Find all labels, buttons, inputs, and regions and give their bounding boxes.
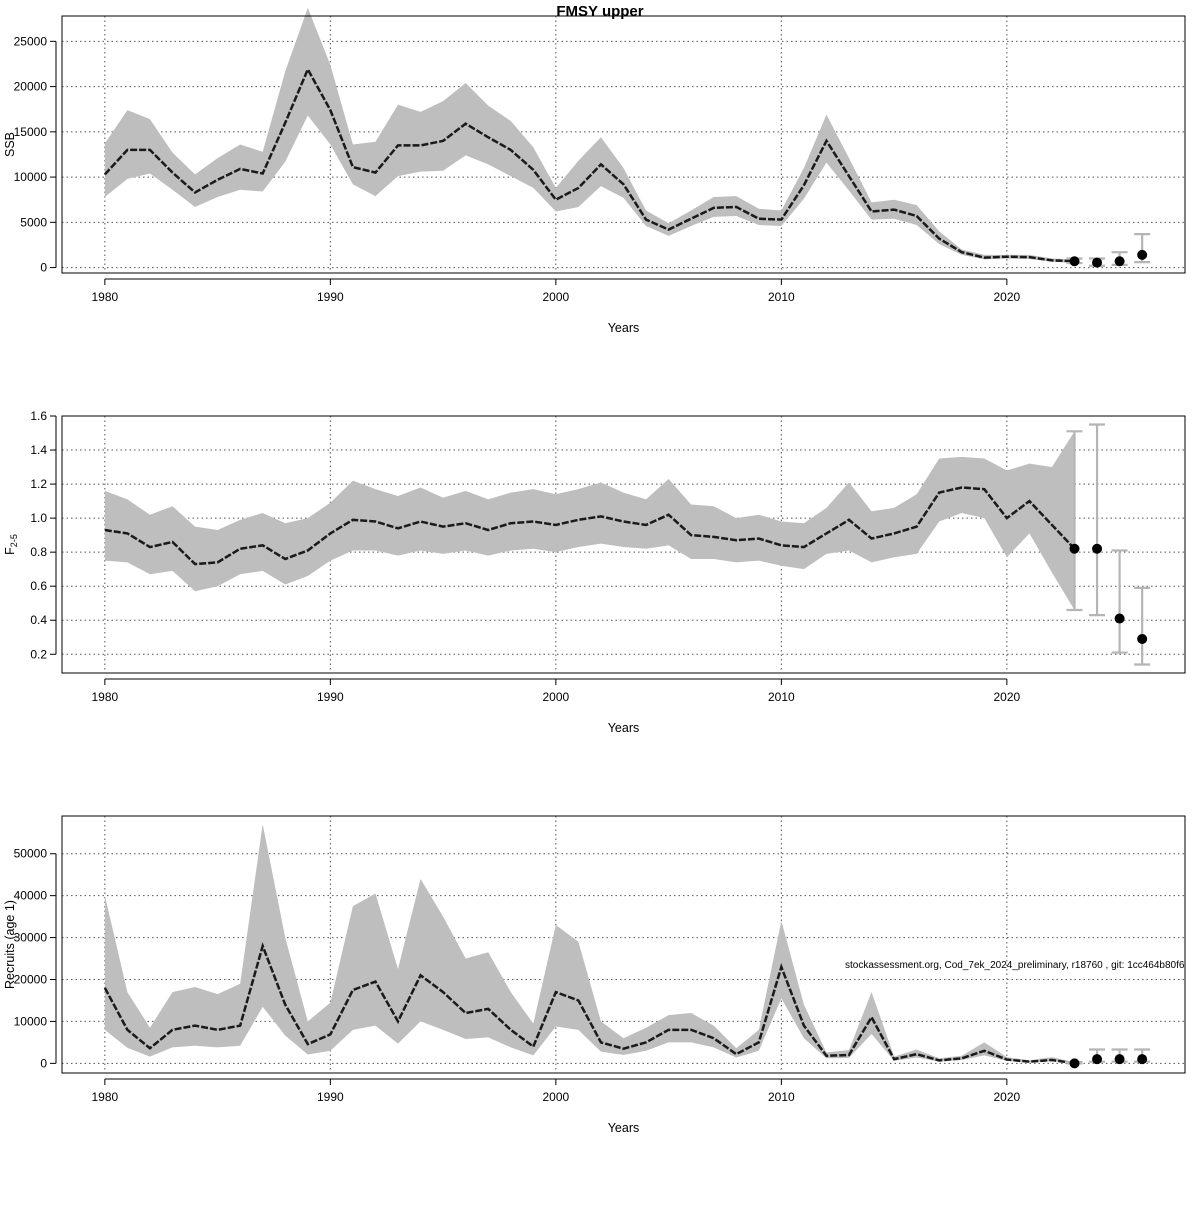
x-tick-label: 2020 bbox=[994, 690, 1021, 704]
x-tick-label: 2010 bbox=[768, 1090, 795, 1104]
x-axis-label: Years bbox=[608, 1121, 640, 1135]
y-tick-label: 40000 bbox=[14, 889, 48, 903]
y-tick-label: 1.4 bbox=[30, 443, 47, 457]
estimate-line bbox=[103, 942, 1075, 1065]
x-tick-label: 2000 bbox=[542, 690, 569, 704]
forecast-point bbox=[1069, 1058, 1080, 1069]
plot-frame bbox=[61, 815, 1186, 1074]
y-tick-label: 5000 bbox=[20, 215, 47, 229]
forecast-point bbox=[1069, 256, 1080, 267]
x-tick-label: 2010 bbox=[768, 690, 795, 704]
x-tick-label: 1990 bbox=[317, 690, 344, 704]
y-tick-label: 10000 bbox=[14, 170, 48, 184]
x-tick-label: 1980 bbox=[91, 1090, 118, 1104]
x-tick-label: 1990 bbox=[317, 290, 344, 304]
y-tick-label: 1.6 bbox=[30, 409, 47, 423]
x-tick-label: 2000 bbox=[542, 1090, 569, 1104]
y-tick-label: 50000 bbox=[14, 847, 48, 861]
confidence-band bbox=[104, 431, 1075, 611]
y-tick-label: 20000 bbox=[14, 973, 48, 987]
panel-2: 1980 1990 2000 2010 2020 Years 0.2 0.4 0.6 0.8 1.0… bbox=[3, 409, 1186, 735]
forecast-point bbox=[1092, 543, 1103, 554]
credit-text: stockassessment.org, Cod_7ek_2024_prelim… bbox=[845, 960, 1185, 971]
panel-1: 1980 1990 2000 2010 2020 Years 0 5000 10000 15000… bbox=[3, 7, 1186, 335]
y-tick-label: 1.2 bbox=[30, 477, 47, 491]
y-tick-label: 0 bbox=[40, 261, 47, 275]
y-tick-label: 25000 bbox=[14, 34, 48, 48]
y-axis-label: SSB bbox=[3, 132, 17, 157]
x-tick-label: 1990 bbox=[317, 1090, 344, 1104]
y-tick-label: 20000 bbox=[14, 80, 48, 94]
x-tick-label: 1980 bbox=[91, 290, 118, 304]
panel-3: 1980 1990 2000 2010 2020 Years 0 10000 20000 3000… bbox=[3, 815, 1186, 1135]
forecast-point bbox=[1092, 1054, 1103, 1065]
y-tick-label: 0 bbox=[40, 1056, 47, 1070]
x-axis-label: Years bbox=[608, 321, 640, 335]
y-axis-label: Recruits (age 1) bbox=[3, 900, 17, 989]
y-axis-label-subscript: 2-5 bbox=[9, 534, 19, 547]
x-tick-label: 1980 bbox=[91, 690, 118, 704]
y-axis-label: F2-5 bbox=[3, 534, 19, 555]
y-tick-label: 0.8 bbox=[30, 545, 47, 559]
plot-frame bbox=[61, 15, 1186, 274]
x-tick-label: 2000 bbox=[542, 290, 569, 304]
x-tick-label: 2010 bbox=[768, 290, 795, 304]
forecast-point bbox=[1137, 249, 1148, 260]
forecast-point bbox=[1114, 256, 1125, 267]
y-tick-label: 15000 bbox=[14, 125, 48, 139]
chart-title: FMSY upper bbox=[556, 3, 643, 20]
forecast-point bbox=[1137, 1054, 1148, 1065]
x-tick-label: 2020 bbox=[994, 1090, 1021, 1104]
y-tick-label: 0.4 bbox=[30, 613, 47, 627]
estimate-line bbox=[103, 66, 1075, 263]
confidence-band bbox=[104, 7, 1075, 264]
confidence-band bbox=[104, 824, 1075, 1064]
y-tick-label: 0.2 bbox=[30, 647, 47, 661]
estimate-line bbox=[104, 486, 1076, 566]
forecast-point bbox=[1092, 257, 1103, 268]
y-tick-label: 10000 bbox=[14, 1014, 48, 1028]
forecast-point bbox=[1069, 543, 1080, 554]
forecast-point bbox=[1137, 633, 1148, 644]
x-axis-label: Years bbox=[608, 721, 640, 735]
y-tick-label: 0.6 bbox=[30, 579, 47, 593]
plot-frame bbox=[61, 415, 1186, 674]
forecast-point bbox=[1114, 1054, 1125, 1065]
y-tick-label: 1.0 bbox=[30, 511, 47, 525]
forecast-point bbox=[1114, 613, 1125, 624]
x-tick-label: 2020 bbox=[994, 290, 1021, 304]
y-tick-label: 30000 bbox=[14, 931, 48, 945]
